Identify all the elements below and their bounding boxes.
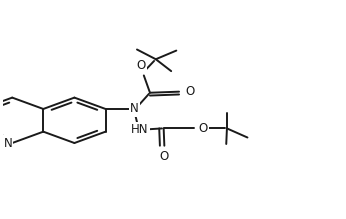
Text: N: N: [130, 102, 139, 115]
Text: O: O: [199, 122, 208, 135]
Text: HN: HN: [131, 123, 148, 136]
Text: N: N: [3, 136, 12, 150]
Text: O: O: [160, 150, 169, 163]
Text: O: O: [185, 85, 194, 98]
Text: O: O: [136, 59, 146, 72]
